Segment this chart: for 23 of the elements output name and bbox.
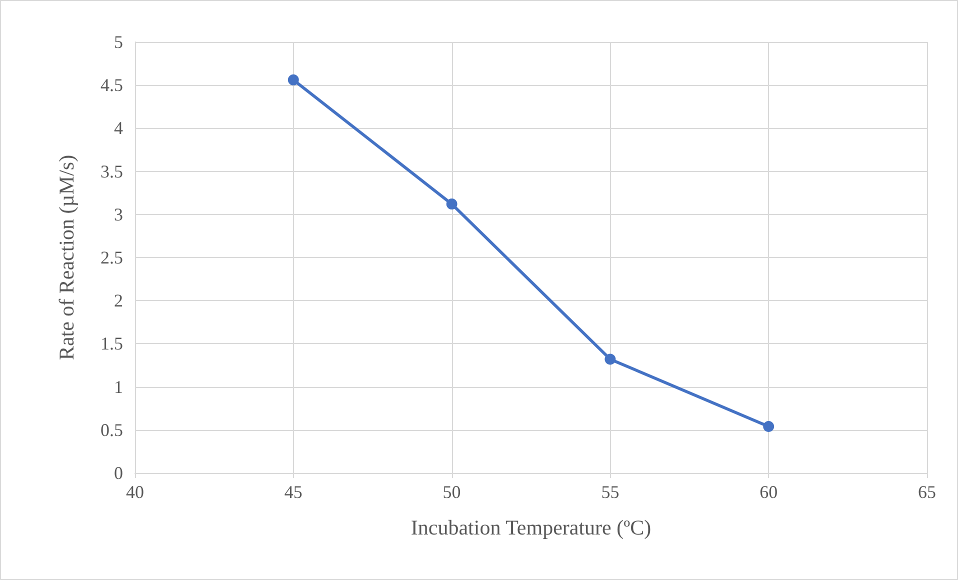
y-tick-label: 4: [114, 118, 123, 138]
x-axis-title: Incubation Temperature (ºC): [410, 516, 652, 540]
x-tick-label: 40: [126, 482, 144, 502]
y-tick-label: 2: [114, 290, 123, 311]
y-tick-label: 3: [114, 204, 123, 224]
y-tick-label: 4.5: [100, 75, 123, 96]
y-tick-label: 1: [114, 376, 123, 397]
y-tick-label: 1.5: [100, 334, 123, 354]
x-tick-label: 50: [442, 482, 461, 502]
x-tick-label: 45: [284, 482, 302, 502]
x-tick-label: 60: [760, 482, 778, 502]
y-tick-label: 0.5: [100, 420, 123, 440]
point: [604, 354, 616, 365]
point: [763, 420, 774, 432]
x-tick-label: 65: [918, 482, 936, 502]
point: [288, 74, 299, 86]
x-tick-label: 55: [601, 482, 620, 502]
y-tick-label: 3.5: [100, 161, 123, 182]
y-tick-label: 2.5: [100, 248, 123, 268]
y-tick-label: 0: [114, 463, 123, 483]
y-tick-label: 5: [114, 32, 123, 52]
y-axis-title: Rate of Reaction (µM/s): [54, 154, 78, 360]
point: [446, 198, 458, 210]
